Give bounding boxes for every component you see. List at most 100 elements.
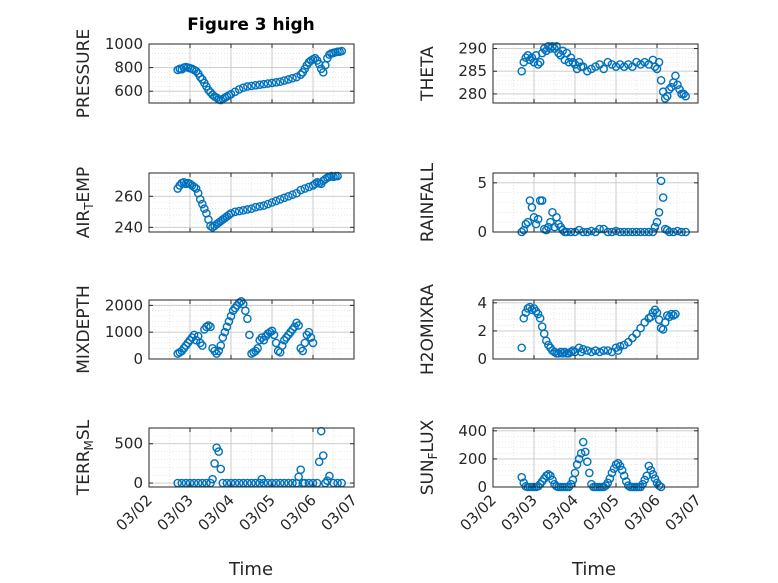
data-point bbox=[216, 464, 226, 474]
data-point bbox=[603, 57, 613, 67]
data-point bbox=[550, 347, 559, 357]
data-point bbox=[636, 60, 645, 69]
y-axis-label: THETA bbox=[418, 46, 438, 102]
data-point bbox=[542, 471, 551, 481]
data-point bbox=[308, 338, 318, 348]
data-point bbox=[632, 329, 641, 339]
data-point bbox=[206, 221, 215, 231]
y-tick-label: 280 bbox=[458, 85, 487, 103]
data-point bbox=[200, 204, 209, 214]
data-point bbox=[632, 57, 641, 67]
data-point bbox=[271, 78, 281, 87]
data-point bbox=[654, 481, 664, 490]
data-point bbox=[325, 471, 334, 481]
data-point bbox=[566, 53, 576, 62]
data-point bbox=[284, 75, 293, 84]
data-point bbox=[548, 41, 557, 51]
data-point bbox=[578, 437, 588, 447]
data-point bbox=[650, 222, 660, 232]
data-point bbox=[224, 317, 234, 326]
data-point bbox=[288, 73, 297, 83]
y-tick-label: 5 bbox=[477, 174, 487, 192]
data-point bbox=[279, 76, 289, 85]
data-point bbox=[275, 195, 285, 204]
data-point bbox=[658, 193, 668, 202]
y-tick-label: 0 bbox=[133, 350, 143, 368]
y-tick-label: 800 bbox=[114, 59, 143, 77]
data-point bbox=[226, 311, 236, 321]
y-axis-label: PRESSURE bbox=[74, 29, 94, 118]
data-point bbox=[279, 193, 289, 203]
data-point bbox=[578, 344, 588, 354]
y-tick-label: 285 bbox=[458, 62, 487, 80]
data-point bbox=[556, 347, 565, 357]
data-point bbox=[576, 448, 586, 458]
data-point bbox=[247, 204, 256, 214]
data-point bbox=[275, 77, 285, 87]
y-tick-label: 0 bbox=[133, 474, 143, 492]
data-point bbox=[238, 83, 248, 92]
y-tick-label: 260 bbox=[114, 187, 143, 205]
data-point bbox=[310, 179, 320, 189]
data-point bbox=[273, 346, 283, 356]
y-tick-label: 600 bbox=[114, 82, 143, 100]
data-point bbox=[654, 57, 664, 67]
data-point bbox=[642, 471, 652, 481]
y-tick-label: 400 bbox=[458, 422, 487, 440]
data-point bbox=[583, 66, 592, 76]
data-point bbox=[531, 219, 541, 229]
y-tick-label: 0 bbox=[477, 350, 487, 368]
data-point bbox=[624, 481, 633, 490]
x-axis-label-left: Time bbox=[228, 559, 273, 580]
data-point bbox=[517, 343, 527, 353]
data-point bbox=[615, 461, 625, 471]
data-point bbox=[259, 201, 269, 210]
y-axis-label: SUNFLUX bbox=[418, 419, 440, 495]
data-point bbox=[546, 471, 555, 481]
subplot-top-right: 280 285 290 THETA bbox=[418, 40, 699, 104]
data-point bbox=[568, 57, 578, 67]
y-tick-label: 290 bbox=[458, 40, 487, 58]
data-point bbox=[234, 85, 244, 94]
data-point bbox=[251, 202, 260, 212]
data-point bbox=[218, 333, 228, 342]
data-point bbox=[640, 475, 650, 485]
data-point bbox=[644, 313, 654, 323]
axes-box bbox=[148, 427, 355, 488]
data-point bbox=[566, 347, 576, 357]
data-point bbox=[226, 209, 236, 218]
y-tick-label: 0 bbox=[477, 223, 487, 241]
data-point bbox=[245, 330, 254, 340]
data-point bbox=[243, 205, 252, 214]
data-point bbox=[220, 327, 230, 337]
data-point bbox=[560, 347, 570, 357]
data-point bbox=[234, 206, 244, 216]
data-point bbox=[337, 46, 347, 56]
data-point bbox=[548, 208, 557, 217]
data-point bbox=[660, 94, 670, 103]
data-point bbox=[195, 72, 205, 82]
figure-title: Figure 3 high bbox=[187, 15, 315, 35]
data-point bbox=[535, 57, 545, 67]
data-point bbox=[603, 478, 613, 488]
data-point bbox=[533, 60, 543, 69]
data-point bbox=[640, 57, 650, 67]
data-point bbox=[255, 80, 265, 90]
data-point bbox=[646, 465, 656, 475]
y-axis-label: TERRMSL bbox=[74, 419, 96, 496]
data-point bbox=[314, 457, 324, 467]
data-point bbox=[267, 326, 277, 336]
data-point bbox=[210, 459, 219, 468]
data-point bbox=[189, 182, 199, 192]
data-point bbox=[667, 309, 676, 319]
data-point bbox=[574, 454, 584, 464]
data-point bbox=[243, 314, 252, 324]
data-point bbox=[611, 226, 621, 236]
data-point bbox=[269, 330, 279, 340]
data-point bbox=[570, 468, 580, 478]
data-point bbox=[535, 313, 545, 323]
data-point bbox=[617, 465, 627, 475]
data-point bbox=[523, 217, 533, 227]
data-point bbox=[599, 64, 609, 74]
data-point bbox=[638, 479, 647, 489]
